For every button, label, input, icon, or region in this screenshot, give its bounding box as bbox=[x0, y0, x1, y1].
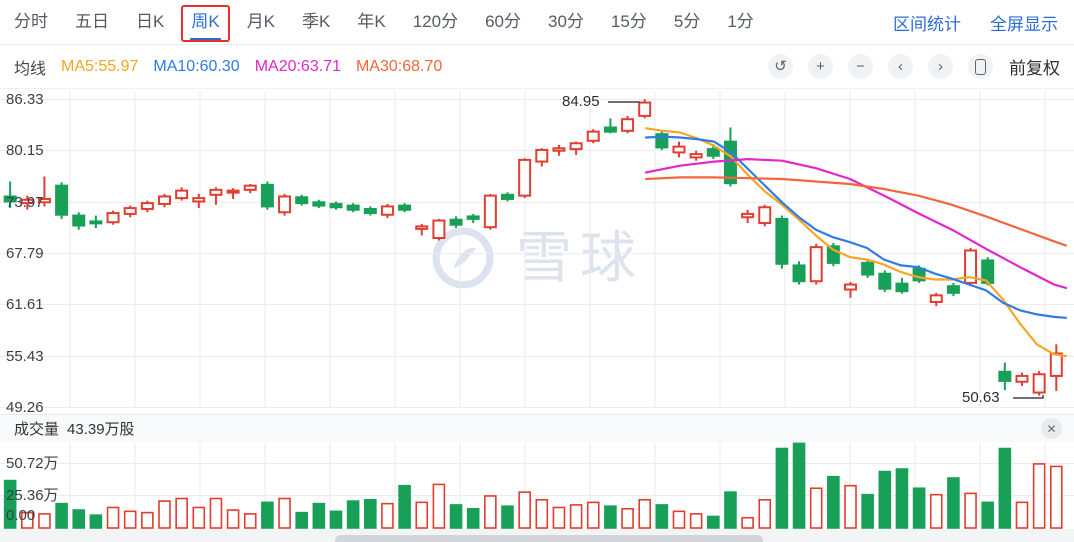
selected-tab-underline bbox=[190, 38, 221, 41]
tab-120min[interactable]: 120分 bbox=[412, 12, 459, 31]
ma-legend-ma20: MA20:63.71 bbox=[254, 57, 341, 75]
tab-5min[interactable]: 5分 bbox=[673, 12, 701, 31]
ma-legend-ma5: MA5:55.97 bbox=[61, 57, 139, 75]
chart-area[interactable]: 雪球 86.33 80.15 73.97 67.79 61.61 55.43 49.26 8… bbox=[0, 89, 1074, 542]
ma-legend-ma30: MA30:68.70 bbox=[355, 57, 443, 75]
xueqiu-logo-icon bbox=[432, 227, 494, 289]
tab-1min[interactable]: 1分 bbox=[727, 12, 754, 31]
pan-right-icon[interactable]: › bbox=[928, 54, 953, 79]
tab-5day[interactable]: 五日 bbox=[75, 12, 109, 31]
range-stats-link[interactable]: 区间统计 bbox=[893, 14, 961, 34]
annotation-highlight-box bbox=[181, 5, 230, 42]
high-point-annotation: 84.95 bbox=[562, 93, 600, 110]
adjust-mode-label[interactable]: 前复权 bbox=[1009, 59, 1060, 78]
candlestick-chart[interactable] bbox=[0, 89, 1074, 542]
zoom-in-icon[interactable]: + bbox=[808, 54, 833, 79]
price-axis-label: 67.79 bbox=[6, 244, 44, 262]
volume-value: 43.39万股 bbox=[67, 421, 135, 438]
tab-yearly-k[interactable]: 年K bbox=[357, 12, 386, 31]
pan-left-icon[interactable]: ‹ bbox=[888, 54, 913, 79]
tab-60min[interactable]: 60分 bbox=[485, 12, 522, 31]
price-axis-label: 55.43 bbox=[6, 347, 44, 365]
price-axis-label: 49.26 bbox=[6, 398, 44, 416]
xueqiu-watermark: 雪球 bbox=[430, 225, 644, 291]
volume-axis-label: 25.36万 bbox=[6, 486, 59, 504]
low-point-annotation: 50.63 bbox=[962, 389, 1000, 406]
volume-pane-header: 成交量 43.39万股 ✕ bbox=[0, 414, 1074, 442]
volume-title: 成交量 bbox=[14, 421, 60, 438]
ma-toolbar: 均线 MA5:55.97 MA10:60.30 MA20:63.71 MA30:68.… bbox=[0, 45, 1074, 89]
fullscreen-link[interactable]: 全屏显示 bbox=[990, 14, 1058, 34]
period-tabbar: 分时 五日 日K 周K 月K 季K 年K 120分 60分 30分 15分 5分 1分 区间统计 全屏显示 bbox=[0, 0, 1074, 45]
volume-axis-label: 50.72万 bbox=[6, 454, 59, 472]
price-axis-label: 86.33 bbox=[6, 90, 44, 108]
tab-monthly-k[interactable]: 月K bbox=[246, 12, 276, 31]
undo-icon[interactable]: ↺ bbox=[768, 54, 793, 79]
chart-tool-icons: ↺ + − ‹ › bbox=[768, 54, 993, 79]
volume-axis-label: 0.00 bbox=[6, 507, 36, 524]
phone-frame-icon[interactable] bbox=[968, 54, 993, 79]
horizontal-scrollbar-thumb[interactable] bbox=[335, 535, 763, 542]
ma-title: 均线 bbox=[14, 60, 47, 78]
ma-legend-ma10: MA10:60.30 bbox=[153, 57, 240, 75]
ma-legend: MA5:55.97 MA10:60.30 MA20:63.71 MA30:68.70 bbox=[46, 58, 442, 76]
zoom-out-icon[interactable]: − bbox=[848, 54, 873, 79]
chart-bottom-strip bbox=[0, 529, 1074, 542]
phone-glyph bbox=[975, 58, 986, 75]
watermark-text: 雪球 bbox=[516, 226, 644, 289]
tab-15min[interactable]: 15分 bbox=[610, 12, 647, 31]
price-axis-label: 61.61 bbox=[6, 295, 44, 313]
tab-30min[interactable]: 30分 bbox=[548, 12, 584, 31]
close-icon[interactable]: ✕ bbox=[1041, 418, 1062, 439]
tab-weekly-k[interactable]: 周K bbox=[181, 0, 230, 44]
tab-daily-k[interactable]: 日K bbox=[136, 12, 165, 31]
tab-quarterly-k[interactable]: 季K bbox=[302, 12, 331, 31]
price-axis-label: 80.15 bbox=[6, 141, 44, 159]
tab-timeline[interactable]: 分时 bbox=[14, 12, 48, 31]
price-axis-label: 73.97 bbox=[6, 193, 44, 211]
